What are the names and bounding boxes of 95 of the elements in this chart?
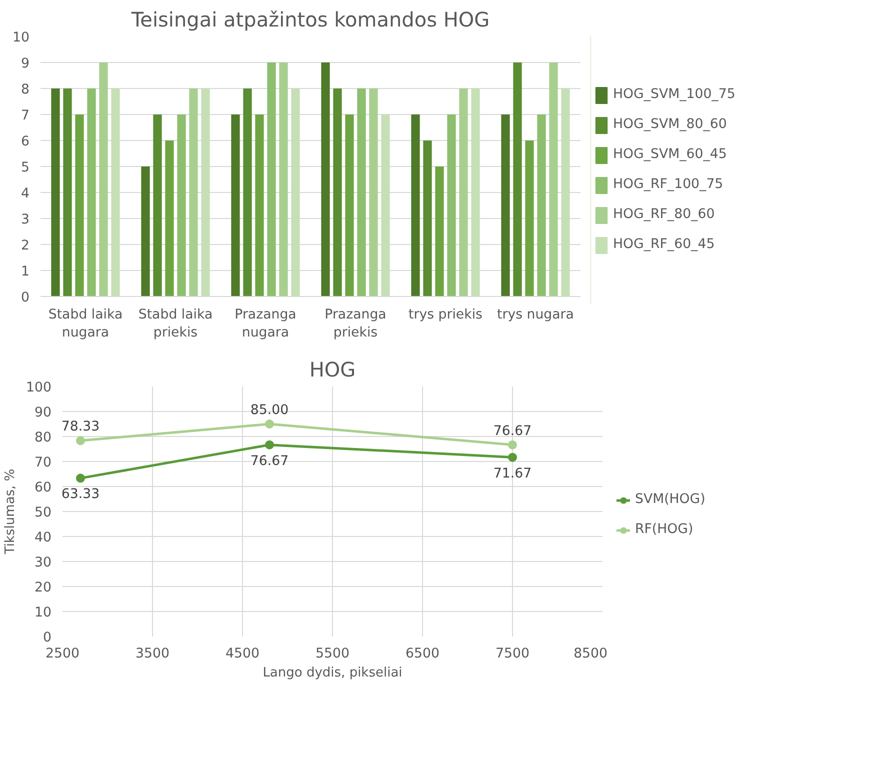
x-axis-title: Lango dydis, pikseliai (262, 666, 402, 680)
x-tick-label: 8500 (574, 646, 608, 662)
y-tick-label: 70 (34, 456, 52, 470)
bar (321, 62, 330, 296)
y-tick-label: 100 (26, 380, 52, 396)
y-tick-label: 80 (34, 430, 52, 446)
y-tick-label: 20 (34, 580, 52, 596)
bar (291, 88, 300, 296)
bar (561, 88, 570, 296)
y-tick-label: 2 (21, 238, 30, 254)
x-tick-label: Prazanga nugara (234, 308, 296, 340)
y-tick-label: 1 (21, 264, 30, 280)
x-tick-label: 3500 (136, 646, 170, 662)
bar (243, 88, 252, 296)
y-tick-label: 90 (34, 406, 52, 420)
bar (51, 88, 60, 296)
y-tick-label: 50 (34, 506, 52, 520)
x-tick-label: Stabd laika priekis (138, 308, 213, 340)
legend-label: HOG_SVM_60_45 (613, 147, 727, 162)
y-tick-label: 10 (12, 30, 30, 46)
legend-label: HOG_SVM_100_75 (613, 87, 736, 102)
data-label: 63.33 (61, 487, 100, 502)
point (76, 474, 85, 483)
bar (447, 114, 456, 296)
x-tick-label: 5500 (316, 646, 350, 662)
bar (345, 114, 354, 296)
bar (63, 88, 72, 296)
bar (501, 114, 510, 296)
y-tick-label: 40 (34, 530, 52, 546)
y-tick-label: 8 (21, 82, 30, 98)
bar (141, 166, 150, 296)
x-tick-label: 6500 (406, 646, 440, 662)
legend-label: SVM(HOG) (635, 492, 706, 507)
bar (165, 140, 174, 296)
y-tick-label: 30 (34, 556, 52, 570)
y-tick-label: 4 (21, 186, 30, 202)
x-tick-label: trys nugara (497, 308, 574, 322)
legend-label: HOG_RF_80_60 (613, 207, 715, 222)
bar (201, 88, 210, 296)
y-tick-label: 3 (21, 212, 30, 228)
bar (75, 114, 84, 296)
point (265, 440, 274, 450)
bar (411, 114, 420, 296)
y-tick-label: 9 (21, 56, 30, 72)
y-tick-label: 10 (34, 606, 52, 620)
y-tick-label: 6 (21, 134, 30, 150)
chart-title: Teisingai atpažintos komandos HOG (130, 8, 490, 32)
bar (369, 88, 378, 296)
data-label: 71.67 (493, 466, 532, 482)
bar (267, 62, 276, 296)
bar (111, 88, 120, 296)
y-tick-label: 0 (21, 290, 30, 306)
bar (357, 88, 366, 296)
bar (279, 62, 288, 296)
y-axis-title: Tikslumas, % (3, 468, 18, 556)
bar (513, 62, 522, 296)
bar (177, 114, 186, 296)
point (76, 436, 85, 446)
y-tick-label: 5 (21, 160, 30, 176)
point (508, 440, 517, 450)
legend-label: HOG_SVM_80_60 (613, 117, 727, 132)
legend-label: HOG_RF_60_45 (613, 237, 715, 252)
data-label: 85.00 (250, 403, 289, 418)
bar (423, 140, 432, 296)
x-tick-label: Stabd laika nugara (48, 308, 123, 340)
bar (333, 88, 342, 296)
x-tick-label: 2500 (46, 646, 80, 662)
bar (471, 88, 480, 296)
bar (525, 140, 534, 296)
bar (381, 114, 390, 296)
x-tick-label: 7500 (496, 646, 530, 662)
bar (87, 88, 96, 296)
bar (255, 114, 264, 296)
legend-label: RF(HOG) (635, 522, 694, 537)
bar (537, 114, 546, 296)
x-tick-label: Prazanga priekis (324, 308, 386, 340)
bar (231, 114, 240, 296)
y-tick-label: 0 (43, 630, 52, 646)
y-tick-label: 7 (21, 108, 30, 124)
chart-title: HOG (309, 358, 356, 382)
bar (435, 166, 444, 296)
y-tick-label: 60 (34, 480, 52, 496)
data-label: 78.33 (61, 420, 100, 435)
bar (549, 62, 558, 296)
data-label: 76.67 (250, 454, 289, 469)
legend-label: HOG_RF_100_75 (613, 177, 724, 192)
bar (189, 88, 198, 296)
point (265, 420, 274, 428)
data-label: 76.67 (493, 424, 532, 439)
point (508, 452, 517, 462)
bar (459, 88, 468, 296)
bar (99, 62, 108, 296)
bar (153, 114, 162, 296)
x-tick-label: trys priekis (408, 308, 483, 322)
x-tick-label: 4500 (226, 646, 260, 662)
